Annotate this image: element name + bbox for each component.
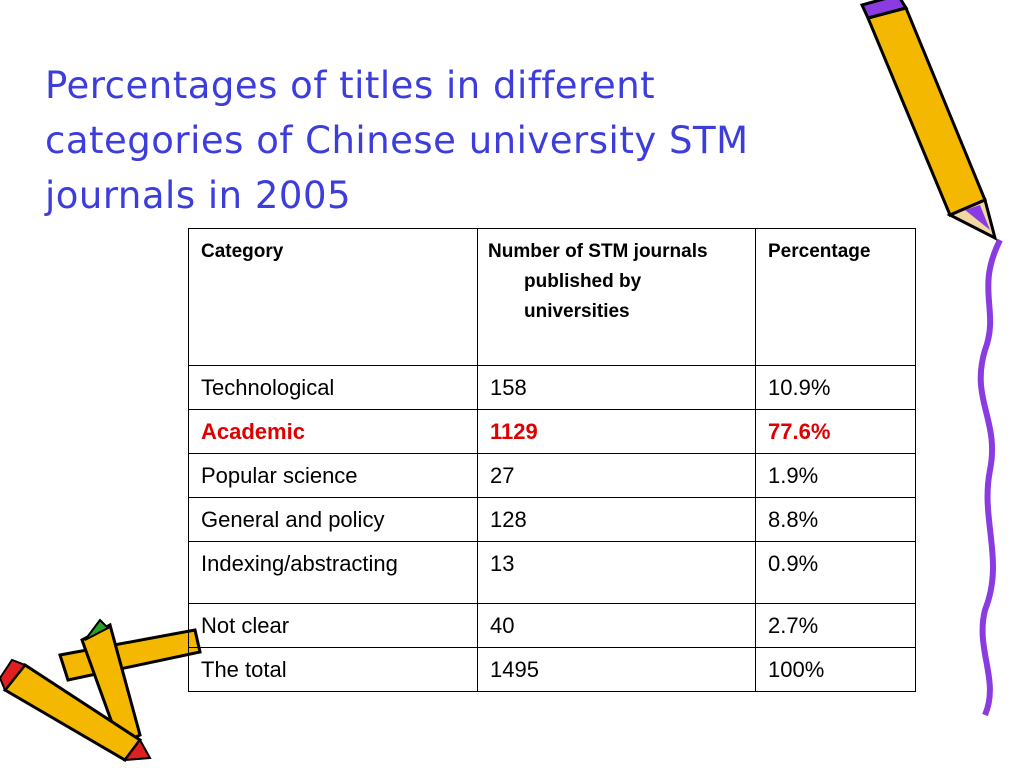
table-row: Not clear 40 2.7%	[188, 603, 916, 648]
table-cell: 1495	[477, 647, 756, 692]
table-cell: 77.6%	[755, 409, 916, 454]
table-row: Technological 158 10.9%	[188, 365, 916, 410]
table-cell: The total	[188, 647, 478, 692]
table-cell: 0.9%	[755, 541, 916, 604]
title-line: Percentages of titles in different	[45, 64, 656, 107]
table-row: Academic 1129 77.6%	[188, 409, 916, 454]
table-row: Popular science 27 1.9%	[188, 453, 916, 498]
table-cell: 158	[477, 365, 756, 410]
title-line: journals in 2005	[45, 174, 352, 217]
table-cell: Academic	[188, 409, 478, 454]
data-table: Category Number of STM journals publishe…	[188, 228, 916, 692]
table-row: General and policy 128 8.8%	[188, 497, 916, 542]
table-row: The total 1495 100%	[188, 647, 916, 692]
header-row: Category Number of STM journals publishe…	[188, 228, 916, 366]
table-cell: 1.9%	[755, 453, 916, 498]
table-cell: Technological	[188, 365, 478, 410]
title-line: categories of Chinese university STM	[45, 119, 749, 162]
table-cell: 40	[477, 603, 756, 648]
wavy-line	[977, 238, 1003, 717]
table-cell: 13	[477, 541, 756, 604]
table-cell: 8.8%	[755, 497, 916, 542]
header-cell: Percentage	[755, 228, 916, 366]
table-cell: 27	[477, 453, 756, 498]
pencil-top	[859, 0, 998, 241]
table-cell: Indexing/abstracting	[188, 541, 478, 604]
slide-title: Percentages of titles in different categ…	[45, 58, 875, 223]
table-cell: General and policy	[188, 497, 478, 542]
pencils-bottom	[0, 618, 202, 762]
table-cell: 2.7%	[755, 603, 916, 648]
header-cell: Category	[188, 228, 478, 366]
table-cell: Not clear	[188, 603, 478, 648]
table-cell: 100%	[755, 647, 916, 692]
table-cell: 128	[477, 497, 756, 542]
table-cell: 10.9%	[755, 365, 916, 410]
table-row: Indexing/abstracting 13 0.9%	[188, 541, 916, 604]
table-cell: Popular science	[188, 453, 478, 498]
table-cell: 1129	[477, 409, 756, 454]
header-cell: Number of STM journals published by univ…	[477, 228, 756, 366]
